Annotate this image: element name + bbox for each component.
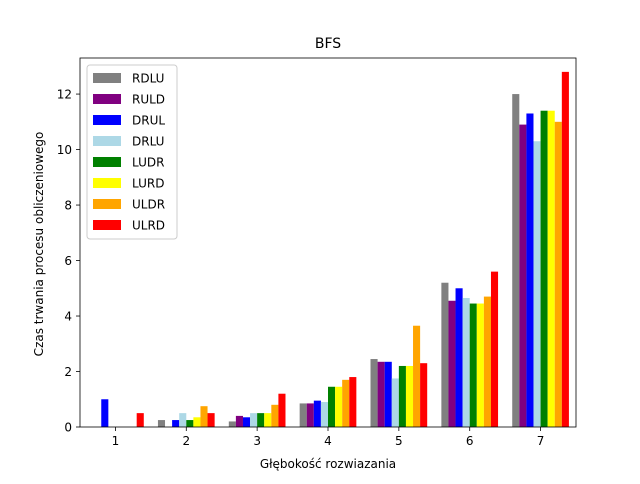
bar-ulrd-7 xyxy=(561,71,569,428)
bar-ruld-3 xyxy=(235,415,243,427)
bar-ludr-3 xyxy=(257,413,265,427)
legend-swatch-drul xyxy=(93,115,121,125)
bar-ludr-6 xyxy=(469,303,477,427)
y-tick-label: 0 xyxy=(64,421,72,435)
bar-ruld-5 xyxy=(377,361,385,427)
bar-ludr-4 xyxy=(328,386,336,427)
bar-rdlu-5 xyxy=(370,359,378,427)
y-tick-label: 4 xyxy=(64,310,72,324)
x-tick-label: 6 xyxy=(466,434,474,448)
bar-ulrd-2 xyxy=(207,413,215,427)
y-tick-label: 12 xyxy=(57,88,72,102)
bar-rdlu-6 xyxy=(441,282,449,427)
bar-uldr-2 xyxy=(200,406,208,427)
legend-label-ulrd: ULRD xyxy=(132,219,165,233)
x-tick-label: 7 xyxy=(537,434,545,448)
bar-uldr-5 xyxy=(413,325,421,427)
legend-label-lurd: LURD xyxy=(132,177,164,191)
y-axis-label: Czas trwania procesu obliczeniowego xyxy=(32,132,46,357)
bar-drlu-6 xyxy=(462,297,470,427)
bars-group xyxy=(101,71,569,428)
legend-label-drlu: DRLU xyxy=(132,135,164,149)
bar-rdlu-4 xyxy=(299,403,307,427)
bar-uldr-7 xyxy=(554,121,562,427)
y-tick-label: 2 xyxy=(64,365,72,379)
legend-label-drul: DRUL xyxy=(132,114,165,128)
bar-drul-6 xyxy=(455,288,463,427)
legend-label-rdlu: RDLU xyxy=(132,72,164,86)
y-tick-label: 10 xyxy=(57,143,72,157)
legend-swatch-lurd xyxy=(93,178,121,188)
y-tick-label: 6 xyxy=(64,254,72,268)
bar-drlu-2 xyxy=(179,413,187,427)
bar-ruld-7 xyxy=(519,124,527,427)
bar-rdlu-7 xyxy=(512,94,520,427)
bar-lurd-2 xyxy=(193,417,201,427)
x-tick-label: 4 xyxy=(324,434,332,448)
bar-ulrd-6 xyxy=(490,271,499,427)
bar-ulrd-1 xyxy=(136,413,144,427)
bar-drlu-5 xyxy=(391,378,399,427)
bar-ruld-6 xyxy=(448,300,456,427)
bar-uldr-6 xyxy=(483,296,491,427)
bar-ulrd-4 xyxy=(349,377,357,427)
bar-drul-2 xyxy=(172,420,180,427)
bar-ruld-4 xyxy=(306,403,314,427)
x-axis-label: Głębokość rozwiazania xyxy=(260,457,396,471)
bar-drul-4 xyxy=(313,400,321,427)
bar-drul-5 xyxy=(384,361,392,427)
chart-title: BFS xyxy=(315,36,341,52)
legend-swatch-drlu xyxy=(93,136,121,146)
bar-ludr-2 xyxy=(186,420,194,427)
bar-drlu-3 xyxy=(250,413,258,427)
legend-swatch-ludr xyxy=(93,157,121,167)
bar-uldr-4 xyxy=(342,379,350,427)
bar-lurd-7 xyxy=(547,110,555,428)
bar-lurd-5 xyxy=(405,365,414,427)
x-tick-label: 2 xyxy=(182,434,190,448)
bar-drlu-4 xyxy=(320,402,328,427)
bar-ludr-5 xyxy=(398,365,406,427)
legend-label-uldr: ULDR xyxy=(132,198,165,212)
bar-ludr-7 xyxy=(540,110,548,428)
bar-uldr-3 xyxy=(271,404,279,427)
bar-lurd-3 xyxy=(264,413,272,427)
legend-label-ludr: LUDR xyxy=(132,156,164,170)
bar-drul-1 xyxy=(101,399,109,427)
legend-label-ruld: RULD xyxy=(132,93,165,107)
bar-lurd-6 xyxy=(476,303,484,427)
legend-swatch-ulrd xyxy=(93,220,121,230)
bar-drul-7 xyxy=(526,113,534,428)
bar-lurd-4 xyxy=(335,386,343,427)
bar-rdlu-2 xyxy=(157,420,166,427)
bar-drlu-7 xyxy=(533,141,541,428)
bar-rdlu-3 xyxy=(228,421,236,427)
bar-drul-3 xyxy=(242,417,251,427)
y-tick-label: 8 xyxy=(64,199,72,213)
x-tick-label: 5 xyxy=(395,434,403,448)
legend-swatch-ruld xyxy=(93,94,121,104)
bar-ulrd-3 xyxy=(278,393,286,427)
legend-swatch-rdlu xyxy=(93,73,121,83)
bar-ulrd-5 xyxy=(420,363,428,427)
x-tick-label: 3 xyxy=(253,434,261,448)
legend-box xyxy=(86,64,178,240)
legend: RDLU RULD DRUL DRLU LUDR LURD ULDR ULRD xyxy=(86,64,178,240)
x-tick-label: 1 xyxy=(112,434,120,448)
legend-swatch-uldr xyxy=(93,199,121,209)
